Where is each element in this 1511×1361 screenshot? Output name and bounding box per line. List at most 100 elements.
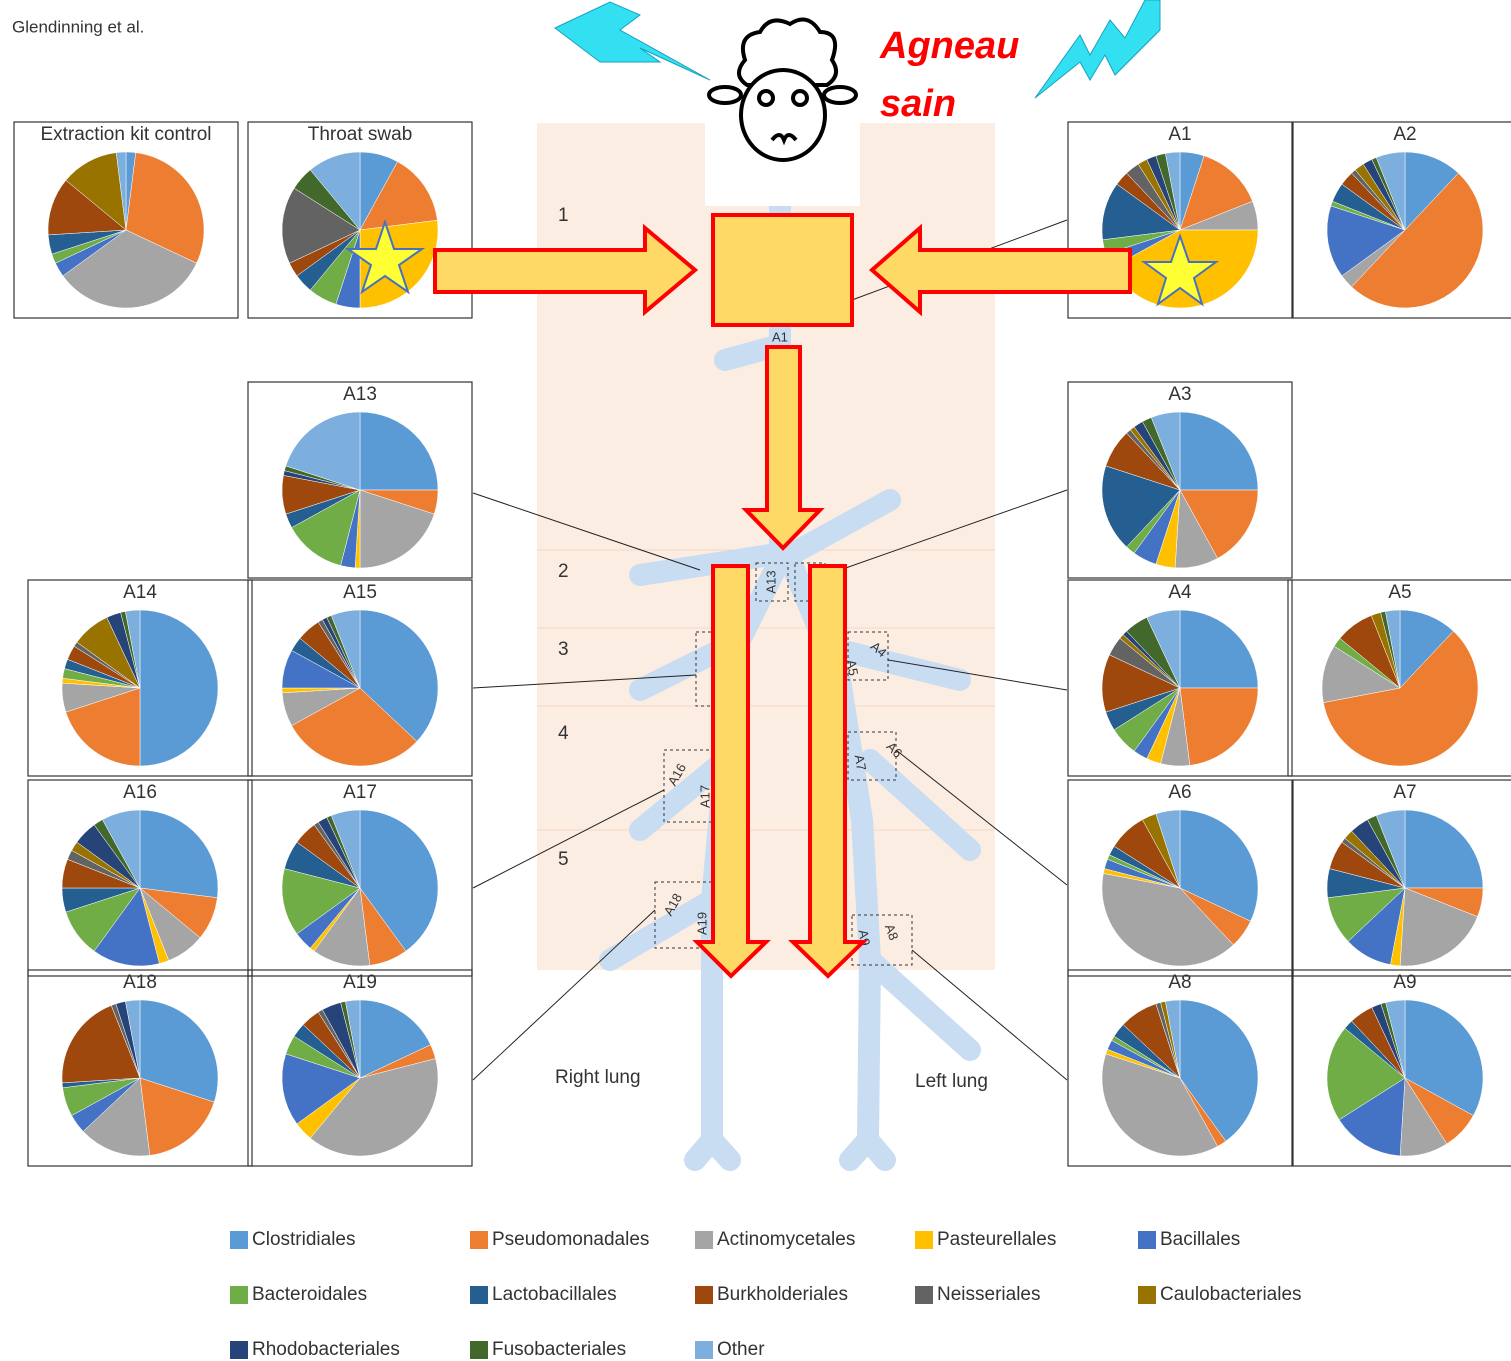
pie-title: A13: [343, 384, 377, 405]
pie-slice: [309, 1058, 439, 1157]
pie-cell: [1067, 969, 1293, 1167]
pie-slice: [359, 609, 439, 742]
pie-chart: A5: [1287, 579, 1511, 777]
pie-title: A9: [1393, 972, 1416, 993]
pie-chart: A18: [27, 969, 253, 1167]
pie-slice: [281, 187, 361, 264]
pie-slice: [139, 1077, 215, 1156]
lung-label: Left lung: [915, 1071, 988, 1092]
region-number: 4: [558, 723, 569, 744]
pie-title: A4: [1168, 582, 1192, 603]
lightning: [554, 1, 711, 81]
pie-cell: [1067, 121, 1293, 319]
pie-slice: [291, 489, 361, 566]
credit: Glendinning et al.: [12, 17, 144, 36]
airway-label: A8: [882, 922, 902, 942]
pie-title: A16: [123, 782, 157, 803]
pie-slice: [281, 1053, 361, 1125]
pie-slice: [1351, 172, 1483, 308]
region-number: 3: [558, 639, 569, 660]
pie-cell: [247, 779, 473, 977]
connector: [472, 674, 697, 689]
pie-chart: A9: [1292, 969, 1511, 1167]
pie-slice: [61, 1005, 141, 1084]
pie-slice: [1101, 1053, 1218, 1157]
pie-slice: [139, 999, 219, 1103]
legend-swatch: [230, 1341, 248, 1359]
pie-slice: [65, 687, 141, 767]
pie-cell: [1067, 579, 1293, 777]
pie-slice: [359, 999, 431, 1079]
legend-swatch: [470, 1286, 488, 1304]
pie-slice: [359, 411, 439, 491]
pie-chart: A19: [247, 969, 473, 1167]
legend-swatch: [915, 1231, 933, 1249]
legend-swatch: [695, 1286, 713, 1304]
pie-slice: [309, 151, 361, 231]
pie-cell: [1067, 779, 1293, 977]
pie-title: A2: [1393, 124, 1416, 145]
pie-slice: [1326, 1027, 1406, 1121]
sample-box: [847, 731, 897, 781]
connector: [911, 949, 1068, 1081]
pie-title: A8: [1168, 972, 1191, 993]
pie-slice: [1399, 887, 1478, 967]
connector: [839, 489, 1068, 571]
legend-swatch: [230, 1286, 248, 1304]
annotation: Agneau: [879, 25, 1019, 67]
sheep-nose: [770, 133, 798, 146]
pie-chart: A2: [1292, 121, 1511, 319]
star: [344, 218, 426, 295]
pie-slice: [125, 609, 141, 689]
pie-slice: [62, 229, 197, 309]
pie-chart: Throat swab: [247, 121, 473, 319]
connector: [472, 909, 656, 1081]
pie-grid: Extraction kit control Throat swab A1 A2 A3 A…: [13, 121, 1511, 1167]
pie-slice: [1101, 465, 1181, 548]
branches: [599, 334, 981, 1061]
sheep-head: [739, 68, 827, 162]
sample-box: [755, 562, 789, 602]
region-number: 1: [558, 205, 569, 226]
pie-slice: [102, 809, 141, 889]
pie-slice: [1155, 809, 1181, 889]
legend-swatch: [470, 1231, 488, 1249]
airway-label: A19: [694, 912, 709, 935]
pie-chart: A16: [27, 779, 253, 977]
pie-cell: [27, 969, 253, 1167]
pie-cell: [1287, 579, 1511, 777]
pie-title: A15: [343, 582, 377, 603]
legend-swatch: [1138, 1286, 1156, 1304]
airway-label: A7: [852, 754, 870, 772]
pie-cell: [247, 381, 473, 579]
pie-slice: [1338, 1077, 1406, 1157]
legend-label: Pseudomonadales: [492, 1229, 649, 1250]
pie-chart: A13: [247, 381, 473, 579]
pie-chart: A7: [1292, 779, 1511, 977]
pie-title: A14: [123, 582, 157, 603]
arrow-left: [868, 223, 1132, 317]
pie-slice: [1179, 411, 1259, 491]
flow-arrows: [344, 213, 1220, 979]
pie-slice: [115, 151, 127, 231]
airway-label: A1: [772, 329, 788, 344]
arrow-down: [741, 345, 825, 551]
pie-slice: [1179, 489, 1259, 559]
pie-slice: [1326, 205, 1406, 277]
pie-slice: [1323, 630, 1479, 767]
pie-slice: [1385, 609, 1401, 689]
connector: [887, 659, 1068, 691]
pie-chart: Extraction kit control: [13, 121, 239, 319]
pie-slice: [359, 489, 435, 569]
lightning: [1034, 0, 1161, 99]
sheep-eye: [791, 89, 809, 107]
pie-title: A17: [343, 782, 377, 803]
lung-label: Right lung: [555, 1067, 641, 1088]
pie-slice: [93, 887, 160, 967]
legend-swatch: [1138, 1231, 1156, 1249]
pie-chart: A8: [1067, 969, 1293, 1167]
arrow-right: [433, 223, 699, 317]
pie-cell: [247, 121, 473, 319]
pie-cell: [27, 579, 253, 777]
